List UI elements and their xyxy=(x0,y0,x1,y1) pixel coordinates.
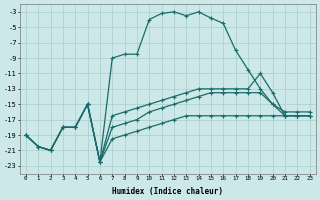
X-axis label: Humidex (Indice chaleur): Humidex (Indice chaleur) xyxy=(112,187,223,196)
